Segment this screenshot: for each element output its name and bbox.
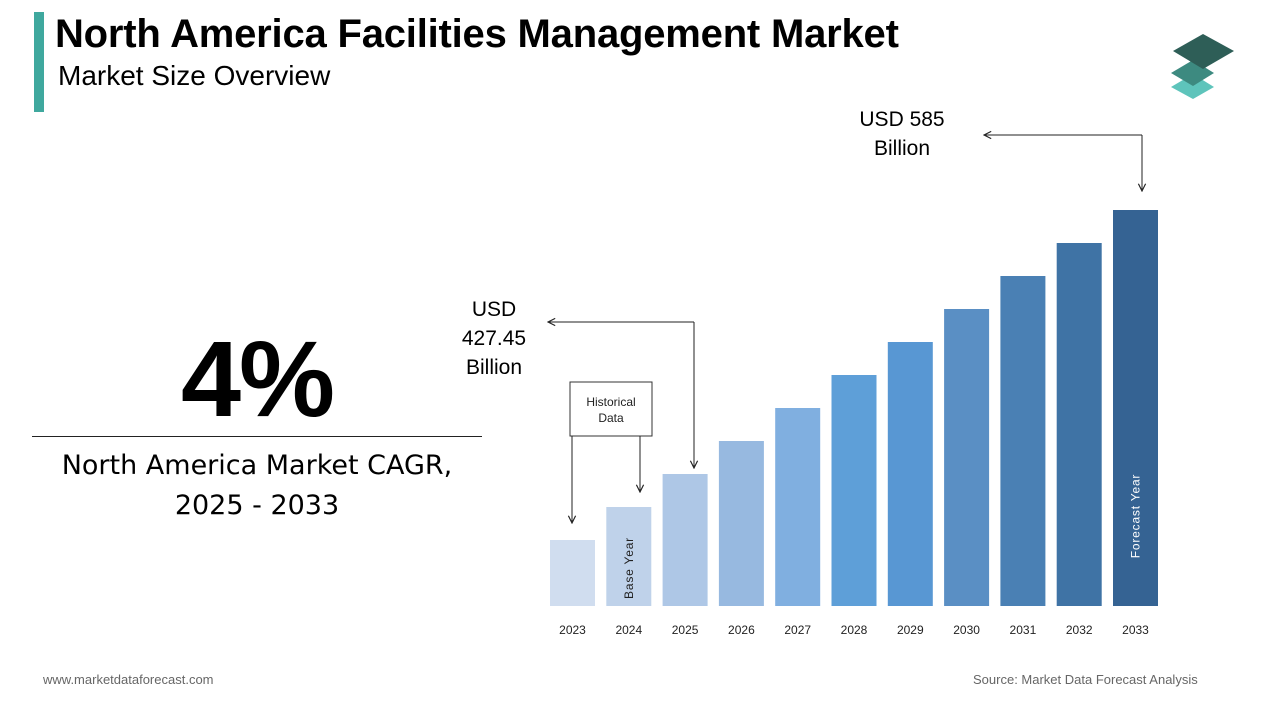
- cagr-caption-line1: North America Market CAGR,: [61, 450, 453, 481]
- start-value-line3: Billion: [466, 356, 522, 379]
- x-tick-labels: 2023 2024 2025 2026 2027 2028 2029 2030 2031 2032…: [559, 623, 1149, 637]
- historical-data-line1: Historical: [586, 395, 635, 409]
- bar-2033: [1113, 210, 1158, 606]
- start-value-line1: USD: [472, 298, 516, 321]
- bar-2032: [1056, 243, 1102, 606]
- page-title: North America Facilities Management Mark…: [55, 12, 899, 56]
- x-tick-2030: 2030: [953, 623, 980, 637]
- page-subtitle: Market Size Overview: [58, 60, 331, 91]
- cagr-divider: [32, 436, 482, 437]
- bar-2030: [944, 309, 990, 606]
- x-tick-2029: 2029: [897, 623, 924, 637]
- x-tick-2028: 2028: [841, 623, 868, 637]
- bar-2025: [662, 474, 708, 606]
- historical-data-box: [569, 381, 653, 437]
- end-value-line1: USD 585: [859, 108, 944, 131]
- historical-data-line2: Data: [598, 411, 624, 425]
- cagr-caption-line2: 2025 - 2033: [174, 490, 340, 521]
- logo-layer-top: [1173, 34, 1234, 69]
- source-note: Source: Market Data Forecast Analysis: [973, 672, 1198, 687]
- website-url: www.marketdataforecast.com: [43, 672, 214, 687]
- x-tick-2033: 2033: [1122, 623, 1149, 637]
- x-tick-2026: 2026: [728, 623, 755, 637]
- base-year-label: Base Year: [622, 537, 636, 599]
- bar-2031: [1000, 276, 1046, 606]
- x-tick-2023: 2023: [559, 623, 586, 637]
- bar-2026: [718, 441, 764, 606]
- bar-2029: [887, 342, 933, 606]
- bar-2028: [831, 375, 877, 606]
- logo-layer-bottom: [1171, 74, 1214, 99]
- bars-group: [550, 210, 1158, 606]
- x-tick-2024: 2024: [615, 623, 642, 637]
- cagr-value: 4%: [180, 318, 335, 439]
- layers-logo-icon: [1171, 34, 1234, 99]
- cagr-caption: North America Market CAGR, 2025 - 2033: [32, 446, 482, 526]
- bar-2024: [606, 507, 652, 606]
- end-value-line2: Billion: [874, 137, 930, 160]
- bar-2023: [550, 540, 595, 606]
- x-tick-2032: 2032: [1066, 623, 1093, 637]
- title-accent-bar: [34, 12, 44, 112]
- x-tick-2025: 2025: [672, 623, 699, 637]
- x-tick-2027: 2027: [784, 623, 811, 637]
- forecast-year-label: Forecast Year: [1129, 474, 1143, 558]
- bar-2027: [775, 408, 821, 606]
- start-value-line2: 427.45: [462, 327, 526, 350]
- x-tick-2031: 2031: [1010, 623, 1037, 637]
